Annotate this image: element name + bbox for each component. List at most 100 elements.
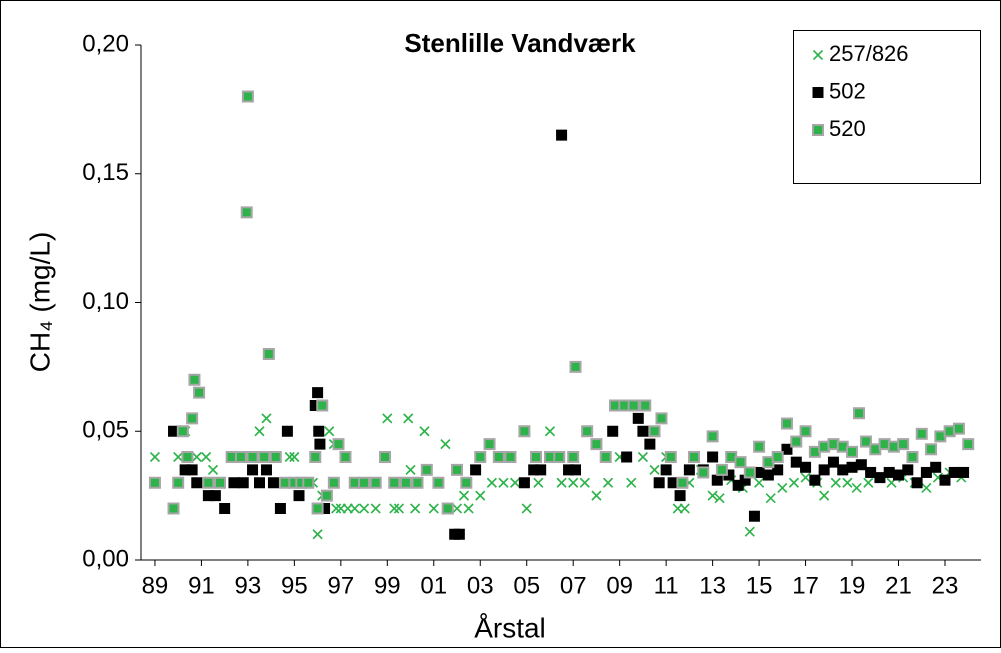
data-point <box>962 438 975 451</box>
data-point <box>772 464 784 476</box>
marker-stroke <box>830 477 841 488</box>
marker-stroke <box>458 490 470 501</box>
data-point <box>420 463 433 476</box>
data-point <box>370 503 381 514</box>
data-point <box>906 451 919 463</box>
data-point <box>460 476 473 489</box>
data-point <box>311 502 324 515</box>
marker-stroke <box>863 477 874 488</box>
marker-stroke <box>410 503 421 514</box>
marker-stroke <box>349 503 360 514</box>
data-point <box>754 477 765 488</box>
data-point <box>655 412 668 425</box>
data-point <box>428 503 439 514</box>
marker-stroke <box>602 477 614 488</box>
marker-stroke <box>463 503 474 514</box>
data-point <box>441 502 454 515</box>
data-point <box>925 443 938 456</box>
data-point <box>865 466 877 478</box>
data-point <box>771 451 784 463</box>
marker-stroke <box>289 451 300 463</box>
marker-stroke <box>777 482 788 493</box>
data-point <box>289 451 300 463</box>
data-point <box>518 477 530 489</box>
data-point <box>518 425 531 438</box>
data-point <box>556 477 567 488</box>
data-point <box>261 413 272 424</box>
x-tick-label: 09 <box>606 572 633 599</box>
data-point <box>186 412 199 425</box>
data-point <box>191 477 203 489</box>
data-point <box>313 425 325 437</box>
data-point <box>790 456 802 468</box>
data-point <box>535 464 547 476</box>
data-point <box>410 503 421 514</box>
data-point <box>553 451 566 463</box>
marker-stroke <box>312 529 323 540</box>
data-point <box>254 426 265 437</box>
data-point <box>262 348 275 360</box>
marker-stroke <box>707 490 718 501</box>
data-point <box>320 489 333 502</box>
data-point <box>458 490 470 501</box>
legend-box <box>793 30 981 184</box>
marker-stroke <box>510 477 521 488</box>
x-tick-label: 03 <box>467 572 494 599</box>
marker-stroke <box>649 464 660 475</box>
data-point <box>567 451 580 463</box>
data-point <box>819 490 830 501</box>
marker-stroke <box>475 490 486 501</box>
data-point <box>855 459 867 471</box>
marker-stroke <box>556 477 567 488</box>
marker-stroke <box>324 426 335 437</box>
data-point <box>193 386 206 399</box>
data-point <box>863 477 874 488</box>
data-point <box>883 466 895 478</box>
data-point <box>952 422 965 435</box>
marker-stroke <box>370 503 381 514</box>
data-point <box>790 435 803 448</box>
data-point <box>453 528 465 540</box>
data-point <box>486 477 497 488</box>
data-point <box>241 90 254 103</box>
data-point <box>626 477 637 488</box>
marker-stroke <box>932 472 944 483</box>
data-point <box>688 451 701 463</box>
data-point <box>744 526 755 537</box>
data-point <box>186 464 198 476</box>
marker-stroke <box>679 503 690 514</box>
data-point <box>200 451 212 463</box>
data-point <box>327 476 340 489</box>
data-point <box>743 466 756 479</box>
data-point <box>581 425 594 438</box>
data-point <box>599 451 612 463</box>
marker-stroke <box>149 451 161 463</box>
data-point <box>830 477 841 488</box>
data-point <box>533 477 544 488</box>
marker-stroke <box>359 503 370 514</box>
data-point <box>765 493 776 504</box>
marker-stroke <box>842 477 853 488</box>
marker-stroke <box>754 477 765 488</box>
data-point <box>172 476 185 489</box>
data-point <box>846 445 859 458</box>
data-point <box>748 510 760 522</box>
marker-stroke <box>788 477 800 488</box>
data-point <box>378 451 391 463</box>
data-point <box>897 438 910 451</box>
marker-stroke <box>579 477 590 488</box>
data-point <box>470 464 482 476</box>
data-point <box>332 438 345 451</box>
data-point <box>715 463 728 476</box>
data-point <box>660 464 672 476</box>
x-tick-label: 95 <box>281 572 308 599</box>
data-point <box>837 464 849 476</box>
data-point <box>674 490 686 502</box>
data-point <box>637 425 649 437</box>
marker-stroke <box>261 413 272 424</box>
data-point <box>637 451 648 463</box>
marker-stroke <box>544 426 556 437</box>
data-point <box>569 360 582 373</box>
x-tick-label: 93 <box>235 572 262 599</box>
data-point <box>707 490 718 501</box>
